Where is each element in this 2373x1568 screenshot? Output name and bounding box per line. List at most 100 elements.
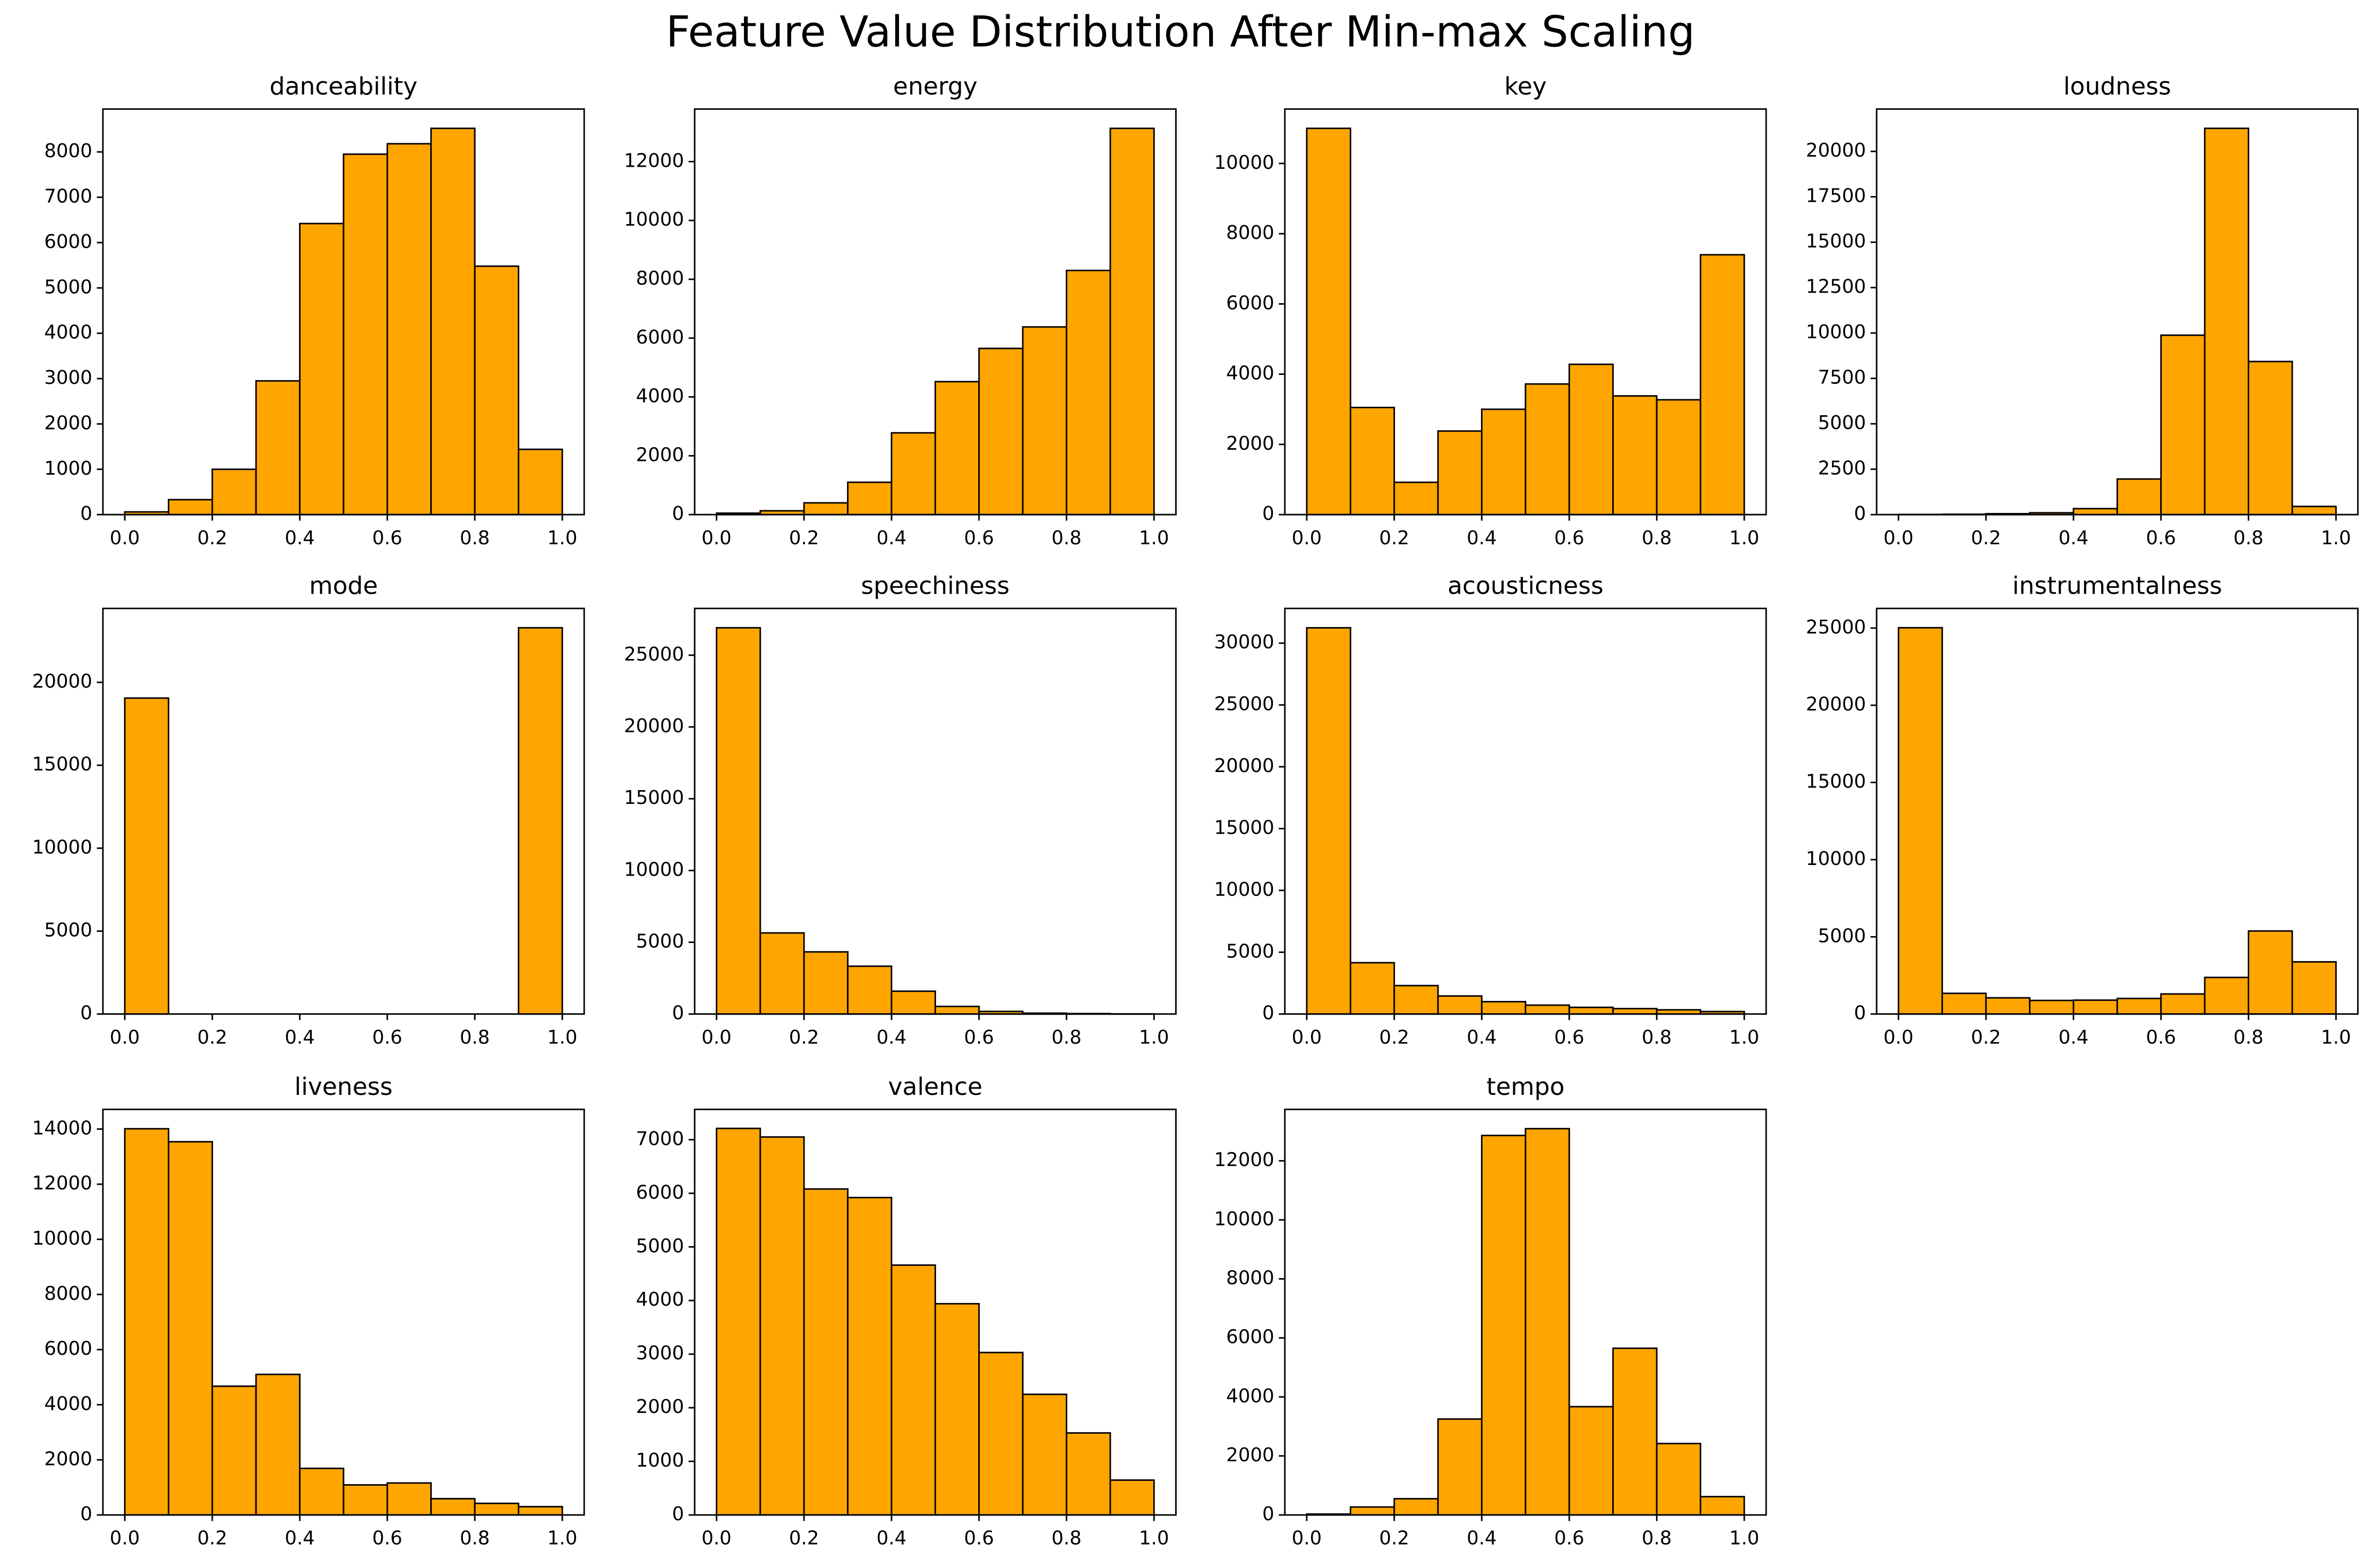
bar — [2291, 505, 2337, 516]
y-tick-label: 0 — [1262, 503, 1274, 525]
subplot: 0.0 0.2 0.4 0.6 0.8 1.0 0 2000 4000 6000 8000 10000… — [32, 1073, 585, 1549]
y-tick-label: 8000 — [1226, 222, 1274, 244]
y-tick-label: 2000 — [44, 412, 92, 434]
x-tick-label: 0.2 — [1379, 1026, 1409, 1048]
bar — [255, 380, 301, 516]
bar — [518, 448, 563, 516]
x-tick-label: 1.0 — [547, 1528, 578, 1549]
x-tick-label: 0.8 — [460, 1528, 490, 1549]
y-tick-label: 0 — [80, 503, 92, 525]
axes-frame — [1284, 1108, 1767, 1516]
x-tick-label: 0.2 — [789, 527, 819, 549]
bar — [1656, 1443, 1701, 1516]
y-tick-label: 0 — [80, 1003, 92, 1024]
bar — [715, 627, 761, 1015]
bar — [1656, 399, 1701, 516]
bar — [1306, 127, 1351, 516]
bar — [1481, 1001, 1527, 1015]
bar — [1524, 383, 1570, 516]
y-tick-label: 17500 — [1806, 185, 1866, 207]
x-tick-label: 0.0 — [701, 1528, 732, 1549]
subplot: 0.0 0.2 0.4 0.6 0.8 1.0 0 5000 10000 15000 20000 25… — [624, 571, 1177, 1048]
x-tick-label: 0.4 — [2059, 527, 2089, 549]
subplot: 0.0 0.2 0.4 0.6 0.8 1.0 0 5000 10000 15000 20000 mo… — [32, 571, 585, 1048]
y-tick-label: 10000 — [1806, 321, 1866, 343]
bar — [2204, 976, 2249, 1015]
bar — [386, 143, 432, 516]
bar — [299, 1467, 345, 1516]
bar — [2248, 930, 2293, 1015]
bar — [1700, 1496, 1745, 1516]
subplot: 0.0 0.2 0.4 0.6 0.8 1.0 0 5000 10000 15000 20000 25… — [1806, 571, 2359, 1048]
bar — [211, 468, 257, 516]
x-tick-label: 0.2 — [1379, 527, 1409, 549]
x-tick-label: 0.6 — [964, 527, 994, 549]
bar — [1568, 363, 1614, 516]
x-tick-label: 0.6 — [2146, 527, 2176, 549]
x-tick-label: 0.2 — [1971, 1026, 2001, 1048]
y-tick-label: 5000 — [1226, 940, 1274, 962]
bar — [2291, 961, 2337, 1015]
y-tick-label: 5000 — [44, 920, 92, 941]
y-tick-label: 0 — [672, 1503, 684, 1525]
y-tick-label: 15000 — [32, 753, 92, 775]
y-tick-label: 0 — [1854, 503, 1866, 525]
y-tick-label: 1000 — [636, 1450, 684, 1471]
bar — [847, 965, 893, 1015]
bar — [1109, 1479, 1155, 1516]
y-tick-label: 8000 — [44, 1283, 92, 1305]
bar — [890, 990, 936, 1015]
y-tick-label: 1000 — [44, 458, 92, 479]
y-tick-label: 0 — [80, 1503, 92, 1525]
bar — [1437, 1418, 1483, 1516]
x-tick-label: 0.2 — [197, 1528, 227, 1549]
x-tick-label: 0.8 — [460, 1026, 490, 1048]
bar — [890, 432, 936, 516]
subplot-title: energy — [893, 72, 978, 100]
bar — [1349, 407, 1395, 516]
y-tick-label: 7000 — [636, 1128, 684, 1150]
bar — [474, 1502, 519, 1516]
axes-frame — [102, 108, 585, 516]
y-tick-label: 10000 — [1214, 1208, 1274, 1230]
x-tick-label: 1.0 — [1139, 527, 1169, 549]
y-tick-label: 6000 — [1226, 292, 1274, 314]
bar — [1437, 430, 1483, 516]
bar — [1612, 1008, 1658, 1015]
x-tick-label: 0.8 — [460, 527, 490, 549]
bar — [2248, 361, 2293, 516]
y-tick-label: 15000 — [1806, 230, 1866, 252]
axes-frame — [1284, 108, 1767, 516]
x-tick-label: 0.6 — [964, 1528, 994, 1549]
axes-frame — [1875, 607, 2359, 1015]
x-tick-label: 0.4 — [285, 1026, 315, 1048]
y-tick-label: 4000 — [636, 385, 684, 407]
y-tick-label: 30000 — [1214, 631, 1274, 653]
bar — [1022, 1393, 1067, 1516]
subplot: 0.0 0.2 0.4 0.6 0.8 1.0 0 1000 2000 3000 4000 5000 6… — [44, 72, 585, 549]
y-tick-label: 2000 — [44, 1448, 92, 1470]
x-tick-label: 0.0 — [110, 1528, 140, 1549]
y-tick-label: 8000 — [44, 140, 92, 162]
bar — [1349, 1506, 1395, 1516]
y-tick-label: 12000 — [32, 1172, 92, 1194]
bar — [211, 1385, 257, 1516]
x-tick-label: 1.0 — [1729, 1528, 1760, 1549]
axes-frame — [693, 108, 1177, 516]
bar — [430, 1498, 476, 1516]
bar — [1109, 127, 1155, 516]
bar — [342, 1484, 388, 1516]
bar — [1568, 1406, 1614, 1516]
x-tick-label: 0.8 — [2233, 527, 2264, 549]
x-tick-label: 1.0 — [1139, 1528, 1169, 1549]
y-tick-label: 25000 — [1806, 616, 1866, 638]
axes-frame — [693, 607, 1177, 1015]
y-tick-label: 20000 — [624, 715, 684, 737]
bar — [715, 1127, 761, 1516]
x-tick-label: 0.6 — [1554, 527, 1584, 549]
bar — [1066, 269, 1111, 516]
bar — [1306, 627, 1351, 1015]
x-tick-label: 0.4 — [877, 527, 907, 549]
x-tick-label: 0.0 — [110, 1026, 140, 1048]
x-tick-label: 0.6 — [372, 1026, 402, 1048]
